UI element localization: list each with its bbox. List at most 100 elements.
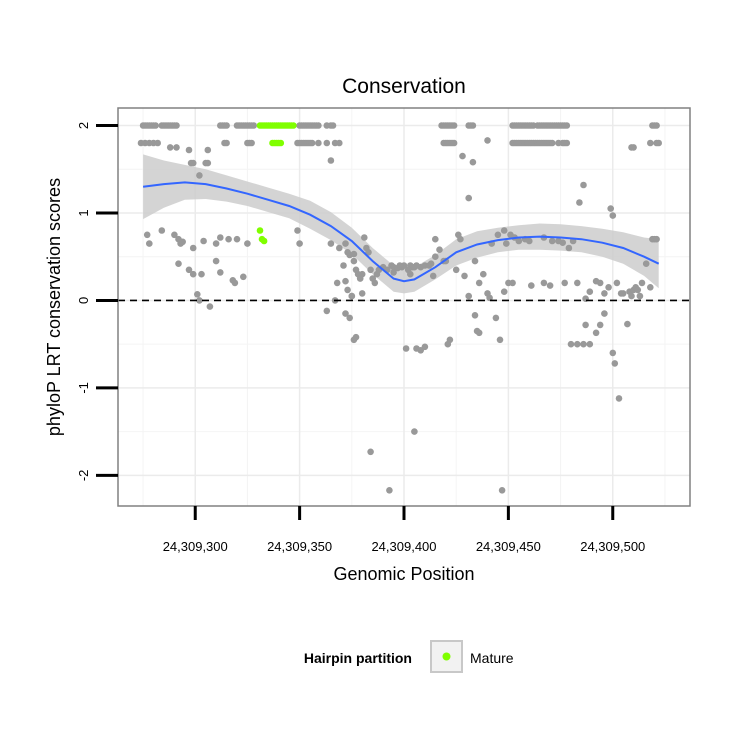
data-point-other bbox=[250, 122, 257, 129]
data-point-other bbox=[459, 152, 466, 160]
data-point-other bbox=[619, 290, 627, 297]
x-tick-label: 24,309,450 bbox=[476, 539, 541, 554]
data-point-other bbox=[342, 240, 349, 247]
legend-title: Hairpin partition bbox=[304, 650, 412, 666]
data-point-other bbox=[498, 487, 506, 494]
data-point-other bbox=[450, 122, 458, 129]
data-point-other bbox=[204, 159, 212, 167]
data-point-other bbox=[315, 139, 322, 147]
data-point-other bbox=[371, 279, 379, 287]
data-point-other bbox=[402, 345, 410, 352]
y-axis-title: phyloP LRT conservation scores bbox=[44, 178, 64, 436]
data-point-mature bbox=[277, 139, 285, 147]
data-point-other bbox=[580, 340, 587, 348]
data-point-other bbox=[198, 270, 205, 278]
data-point-mature bbox=[256, 227, 264, 234]
data-point-other bbox=[421, 343, 429, 351]
data-point-other bbox=[609, 349, 617, 357]
data-point-other bbox=[528, 282, 535, 289]
data-point-other bbox=[390, 269, 397, 276]
data-point-other bbox=[574, 279, 581, 287]
data-point-other bbox=[233, 235, 241, 243]
data-point-other bbox=[189, 244, 197, 252]
data-point-other bbox=[503, 240, 510, 247]
legend: Hairpin partition Mature bbox=[304, 640, 514, 673]
y-tick-label: 1 bbox=[76, 209, 91, 216]
data-point-other bbox=[344, 286, 351, 294]
data-point-other bbox=[580, 181, 587, 189]
data-point-other bbox=[327, 157, 335, 164]
y-tick-label: 0 bbox=[76, 297, 91, 304]
data-point-other bbox=[636, 292, 644, 300]
data-point-other bbox=[496, 336, 504, 344]
data-point-other bbox=[365, 249, 372, 256]
chart-title: Conservation bbox=[342, 75, 466, 98]
data-point-other bbox=[358, 290, 366, 297]
data-point-other bbox=[509, 279, 516, 287]
x-tick-label: 24,309,500 bbox=[580, 539, 645, 554]
data-point-other bbox=[333, 279, 341, 287]
data-point-other bbox=[346, 314, 354, 322]
x-tick-label: 24,309,350 bbox=[267, 539, 332, 554]
y-tick-label: 2 bbox=[76, 122, 91, 129]
data-point-other bbox=[367, 266, 374, 274]
data-point-other bbox=[615, 395, 623, 402]
data-point-other bbox=[432, 235, 439, 243]
data-point-other bbox=[315, 122, 322, 129]
data-point-other bbox=[611, 360, 619, 367]
data-point-other bbox=[158, 227, 166, 234]
data-point-other bbox=[565, 244, 573, 252]
data-point-other bbox=[204, 146, 212, 154]
data-point-other bbox=[179, 238, 186, 246]
data-point-other bbox=[492, 314, 500, 322]
data-point-other bbox=[526, 237, 533, 245]
data-point-other bbox=[500, 288, 508, 296]
data-point-other bbox=[152, 122, 159, 129]
x-axis-title: Genomic Position bbox=[333, 564, 474, 584]
data-point-other bbox=[329, 122, 337, 129]
data-point-other bbox=[563, 139, 571, 147]
data-point-other bbox=[653, 122, 660, 129]
data-point-other bbox=[231, 279, 239, 287]
data-point-other bbox=[465, 292, 473, 300]
data-point-other bbox=[586, 288, 594, 296]
data-point-other bbox=[143, 231, 151, 239]
data-point-other bbox=[342, 277, 349, 285]
data-point-other bbox=[494, 231, 502, 239]
data-point-other bbox=[480, 270, 487, 278]
data-point-other bbox=[352, 333, 360, 341]
data-point-other bbox=[561, 279, 568, 287]
data-point-other bbox=[189, 270, 197, 278]
data-point-other bbox=[206, 303, 214, 310]
data-point-other bbox=[407, 270, 414, 278]
data-point-other bbox=[212, 257, 220, 265]
y-tick-label: -2 bbox=[76, 470, 91, 482]
data-point-other bbox=[146, 240, 153, 247]
data-point-other bbox=[361, 234, 368, 241]
data-point-other bbox=[171, 231, 178, 239]
data-point-other bbox=[175, 260, 182, 268]
data-point-other bbox=[628, 292, 635, 300]
points-layer bbox=[137, 122, 662, 494]
data-point-other bbox=[642, 260, 650, 268]
data-point-other bbox=[653, 235, 660, 243]
data-point-other bbox=[634, 286, 642, 294]
data-point-other bbox=[244, 240, 251, 247]
data-point-other bbox=[475, 329, 483, 337]
data-point-other bbox=[327, 240, 335, 247]
data-point-other bbox=[200, 237, 207, 245]
data-point-other bbox=[613, 279, 621, 287]
data-point-other bbox=[609, 212, 617, 219]
data-point-other bbox=[471, 312, 479, 319]
data-point-other bbox=[559, 239, 566, 246]
data-point-other bbox=[469, 158, 477, 166]
y-axis: 2 1 0 -1 -2 bbox=[76, 122, 118, 481]
data-point-other bbox=[248, 139, 255, 147]
data-point-other bbox=[546, 282, 554, 289]
data-point-other bbox=[432, 253, 439, 260]
data-point-other bbox=[217, 269, 224, 276]
data-point-other bbox=[367, 448, 374, 456]
smooth-layer bbox=[143, 154, 659, 294]
data-point-other bbox=[342, 310, 349, 317]
data-point-other bbox=[655, 139, 662, 147]
